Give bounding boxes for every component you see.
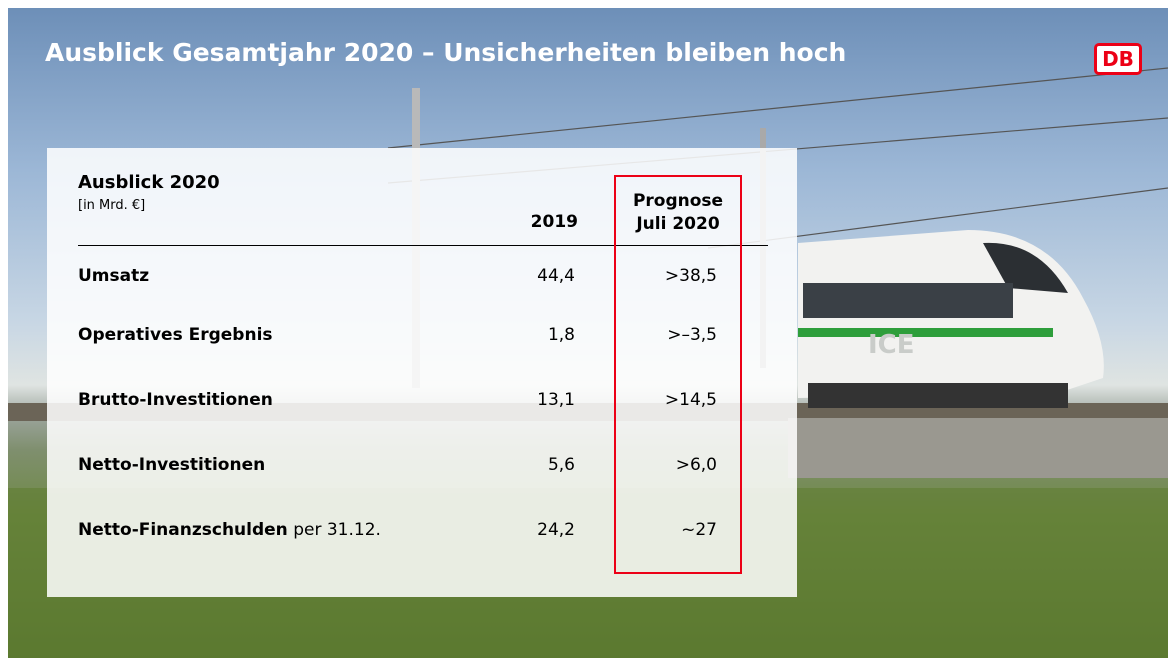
value-2019: 44,4	[537, 266, 575, 286]
header-rule	[78, 245, 768, 246]
row-label: Brutto-Investitionen	[78, 390, 273, 410]
label-text: Brutto-Investitionen	[78, 390, 273, 410]
row-label: Operatives Ergebnis	[78, 325, 273, 345]
slide-title: Ausblick Gesamtjahr 2020 – Unsicherheite…	[45, 38, 847, 67]
value-2019: 5,6	[547, 455, 575, 475]
column-header: Prognose Juli 2020	[614, 190, 742, 236]
label-note: per 31.12.	[293, 520, 381, 540]
header-line: Juli 2020	[636, 214, 720, 234]
table-panel: Ausblick 2020 [in Mrd. €] 2019 Prognose J…	[47, 148, 797, 597]
value-forecast: >14,5	[664, 390, 717, 410]
label-text: Netto-Finanzschulden	[78, 520, 288, 540]
header-line: Prognose	[632, 191, 724, 211]
label-text: Netto-Investitionen	[78, 455, 266, 475]
highlight-box	[614, 175, 742, 574]
slide: ICE Ausblick Gesamtjahr 2020 – Unsicherh…	[8, 8, 1168, 658]
row-label: Umsatz	[78, 266, 149, 286]
unit: [in Mrd. €]	[78, 198, 146, 213]
value-forecast: >6,0	[675, 455, 717, 475]
label-text: Umsatz	[78, 266, 150, 286]
svg-text:ICE: ICE	[868, 330, 915, 360]
logo: DB	[1094, 43, 1142, 75]
value-2019: 1,8	[547, 325, 575, 345]
table-title: Ausblick 2020	[78, 172, 220, 193]
value-forecast: >38,5	[664, 266, 717, 286]
row-label: Netto-Finanzschulden per 31.12.	[78, 520, 381, 540]
label-text: Operatives Ergebnis	[78, 325, 273, 345]
column-header: 2019	[530, 212, 578, 232]
value-2019: 24,2	[537, 520, 575, 540]
value-2019: 13,1	[537, 390, 575, 410]
value-forecast: ~27	[681, 520, 717, 540]
row-label: Netto-Investitionen	[78, 455, 265, 475]
value-forecast: >–3,5	[667, 325, 717, 345]
